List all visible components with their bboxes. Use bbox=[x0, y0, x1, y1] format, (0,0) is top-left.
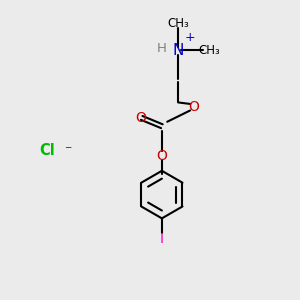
Text: CH₃: CH₃ bbox=[198, 44, 220, 57]
Text: CH₃: CH₃ bbox=[167, 17, 189, 30]
Text: H: H bbox=[157, 42, 167, 55]
Text: Cl: Cl bbox=[40, 142, 55, 158]
Text: O: O bbox=[157, 149, 167, 163]
Text: ⁻: ⁻ bbox=[64, 145, 72, 158]
Text: I: I bbox=[160, 232, 164, 246]
Text: O: O bbox=[188, 100, 199, 114]
Text: O: O bbox=[135, 111, 146, 125]
Text: N: N bbox=[172, 43, 184, 58]
Text: +: + bbox=[184, 31, 195, 44]
